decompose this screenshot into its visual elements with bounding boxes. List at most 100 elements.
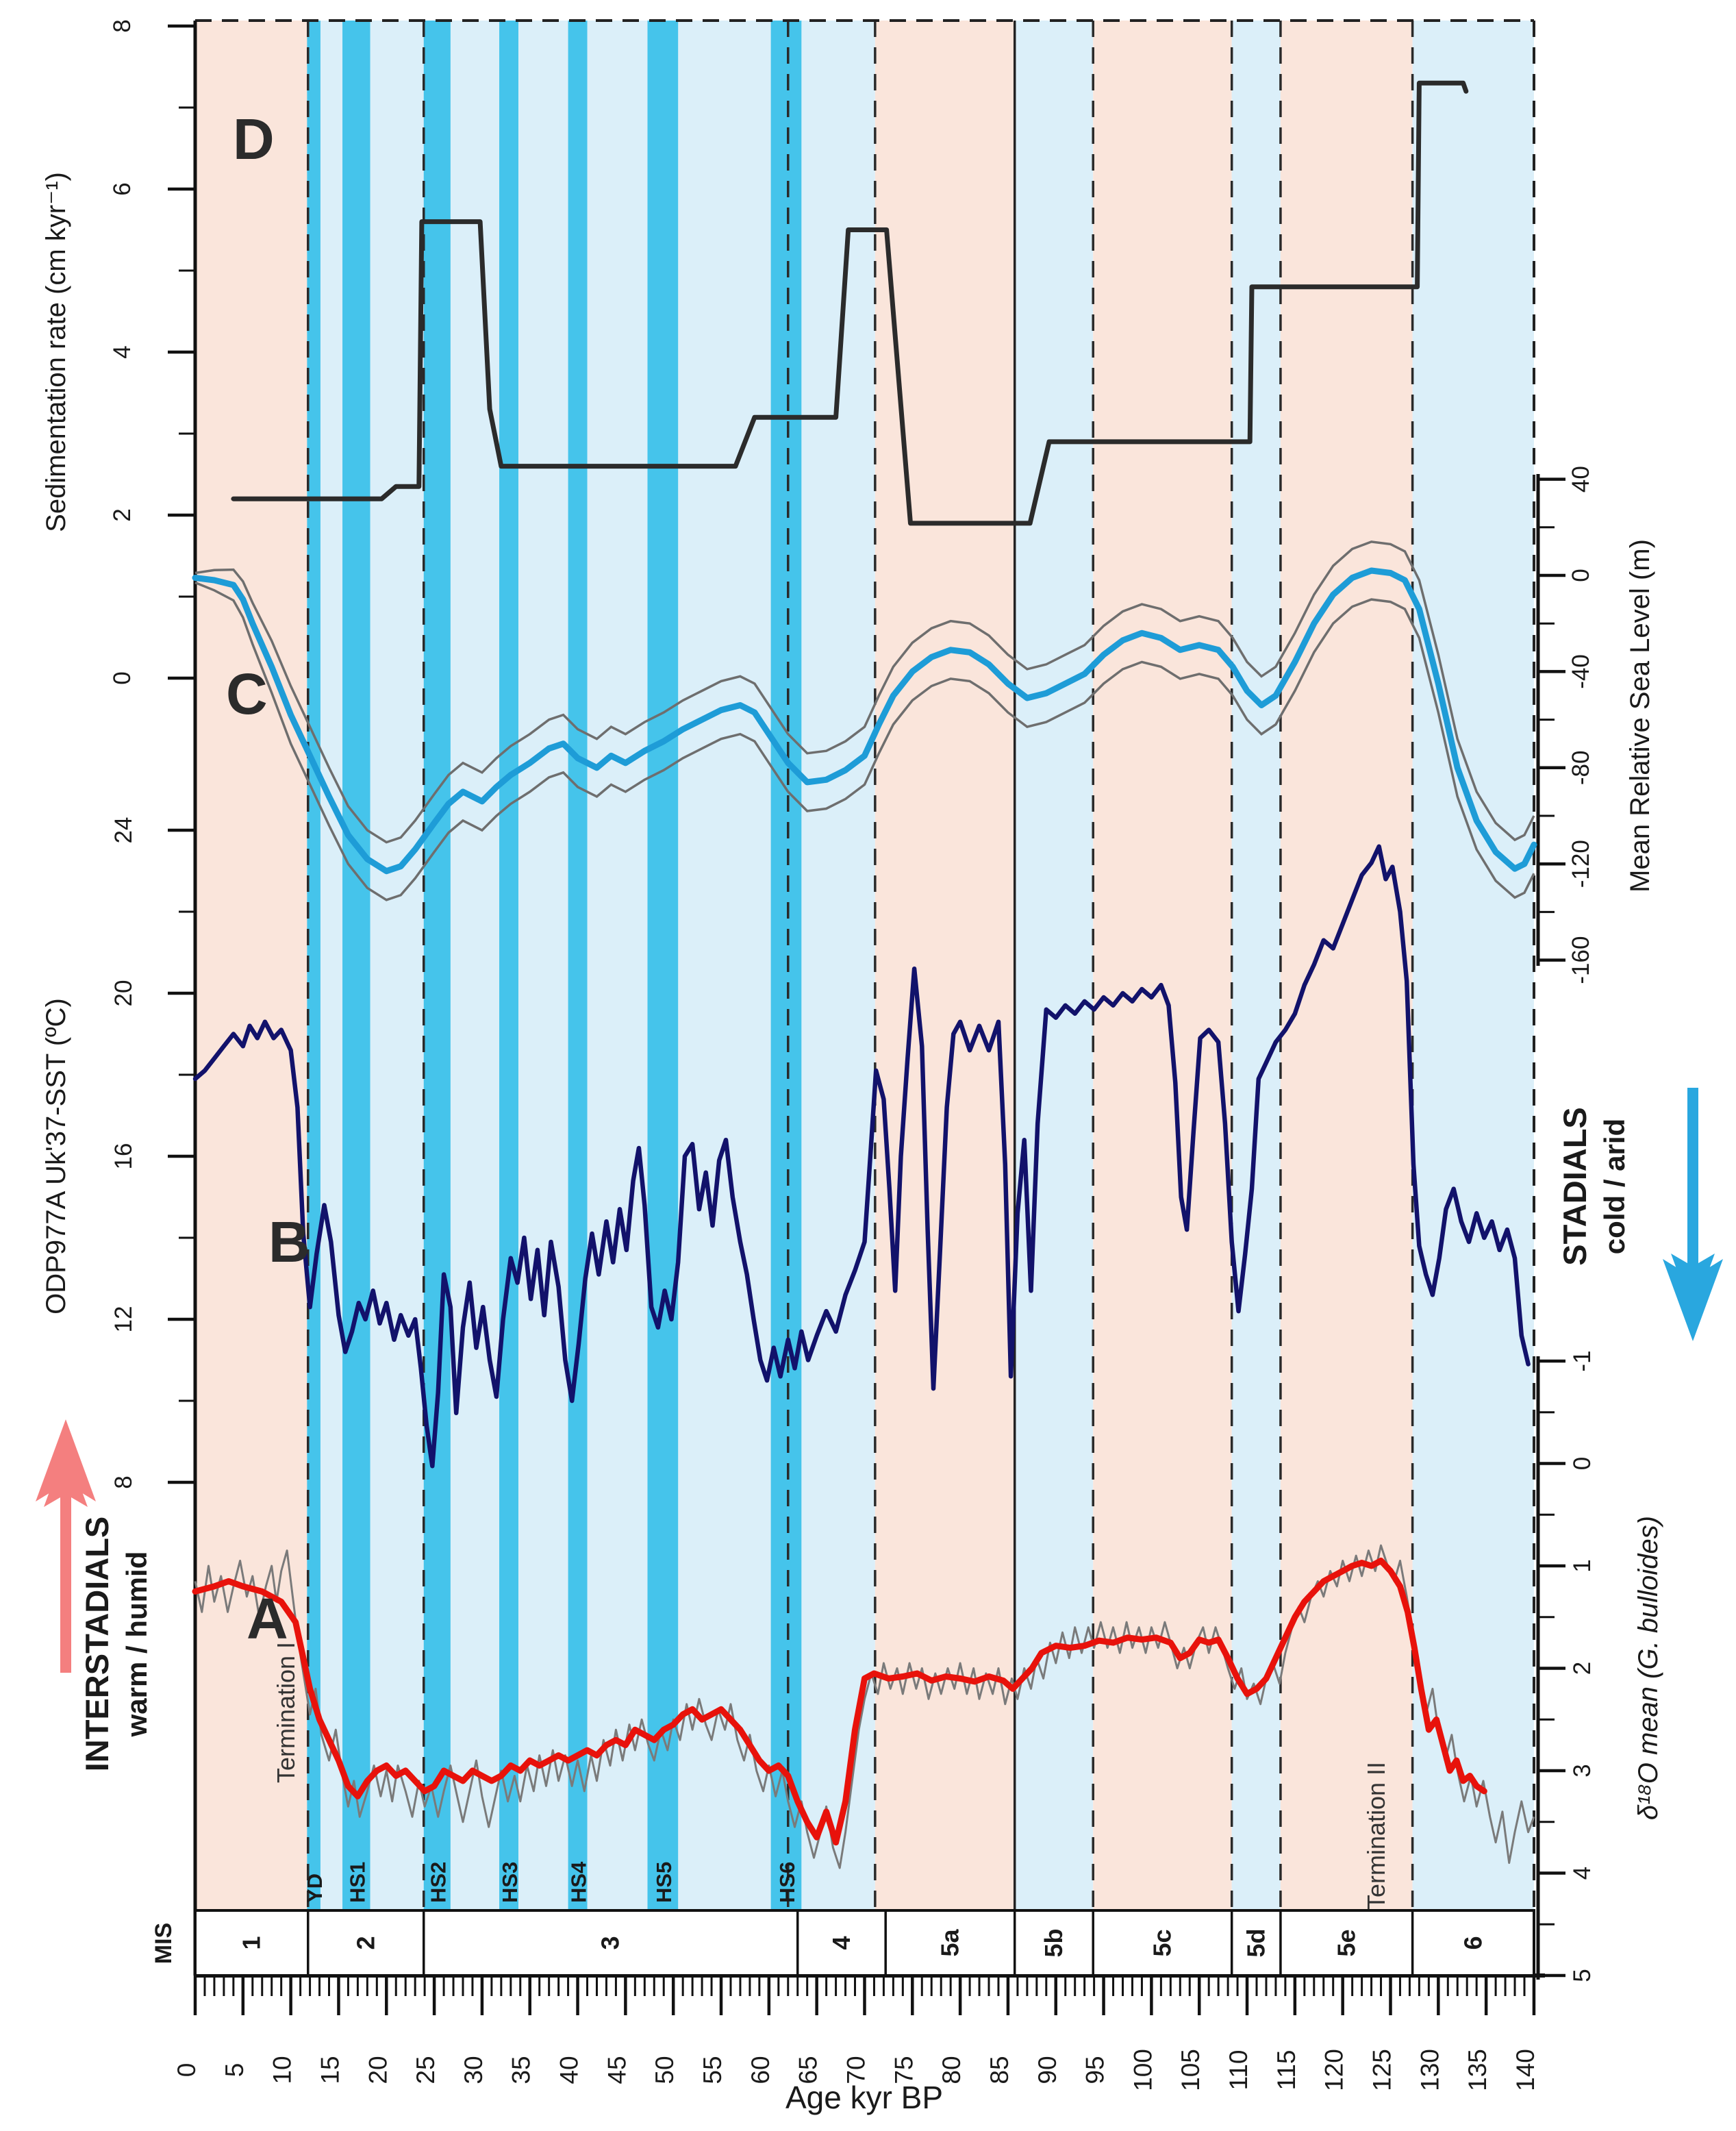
climate-band-blue (1231, 21, 1281, 1910)
d18o-axis-tick-label: 0 (1569, 1457, 1596, 1470)
rsl-axis-tick-label: -120 (1568, 840, 1594, 888)
stripe-hs3 (499, 21, 518, 1910)
age-tick-label: 25 (412, 2056, 440, 2084)
stripe-label-hs2: HS2 (426, 1862, 450, 1903)
panel-label-d: D (233, 107, 275, 171)
rsl-envelope-lower (194, 581, 1535, 901)
panel-label-b: B (268, 1210, 310, 1274)
data-curves (192, 80, 1537, 1869)
age-tick-label: 10 (268, 2056, 297, 2084)
stripe-label-hs4: HS4 (567, 1861, 591, 1903)
rsl-axis-tick-label: -160 (1568, 936, 1594, 984)
d18o-axis: -1 0 1 2 3 4 5 (1536, 1350, 1596, 1982)
age-tick-label: 105 (1177, 2049, 1205, 2091)
age-tick-label: 55 (699, 2056, 727, 2084)
age-tick-label: 90 (1033, 2056, 1061, 2084)
sst-curve (192, 844, 1531, 1469)
sed-axis-tick-label: 8 (109, 19, 136, 32)
mis-stage-label: 5e (1332, 1929, 1360, 1956)
termination-2-label: Termination II (1362, 1762, 1390, 1910)
interstadials-label: INTERSTADIALS (79, 1517, 115, 1772)
stadial-labels: YD HS1 HS2 HS3 HS4 HS5 HS6 (303, 1861, 799, 1903)
age-tick-label: 80 (938, 2056, 966, 2084)
d18o-gray-curve (194, 1544, 1535, 1869)
mis-row (194, 1909, 1535, 1977)
age-tick-label: 120 (1320, 2049, 1348, 2091)
d18o-axis-tick-label: 1 (1569, 1559, 1596, 1572)
rsl-axis-tick-label: -40 (1568, 654, 1594, 689)
mis-stage-label: 5c (1148, 1929, 1176, 1956)
stadials-label: STADIALS (1557, 1107, 1593, 1266)
mis-row: 1 2 3 4 5a 5b 5c 5d 5e 6 (194, 1909, 1535, 1977)
age-tick-label: 130 (1416, 2049, 1444, 2091)
d18o-axis-tick-label: 4 (1569, 1867, 1596, 1880)
age-tick-label: 40 (555, 2056, 583, 2084)
stadial-stripes (307, 21, 802, 1910)
age-tick-label: 140 (1511, 2049, 1539, 2091)
mis-stage-label: 5d (1242, 1928, 1270, 1957)
stripe-hs2 (423, 21, 451, 1910)
mis-stage-label: 2 (351, 1936, 379, 1949)
termination-1-label: Termination I (272, 1642, 300, 1783)
mis-stage-label: 6 (1459, 1936, 1487, 1949)
sed-axis-tick-label: 6 (109, 182, 136, 195)
interstadials-sublabel: warm / humid (121, 1551, 153, 1738)
age-tick-label: 45 (603, 2056, 631, 2084)
background-bands (195, 21, 1534, 1910)
stripe-hs6 (770, 21, 802, 1910)
age-tick-label: 65 (794, 2056, 822, 2084)
stripe-hs5 (647, 21, 679, 1910)
age-tick-label: 20 (364, 2056, 392, 2084)
d18o-red-curve (192, 1558, 1487, 1846)
rsl-axis-tick-label: -80 (1568, 751, 1594, 786)
stripe-hs4 (568, 21, 588, 1910)
panel-label-c: C (226, 662, 268, 726)
sst-axis-tick-label: 12 (110, 1306, 137, 1333)
mis-stage-label: 5b (1040, 1928, 1068, 1957)
mis-stage-label: 4 (827, 1936, 855, 1949)
climate-band-pink (1093, 21, 1232, 1910)
stripe-label-yd: YD (303, 1873, 327, 1903)
age-tick-label: 115 (1272, 2050, 1300, 2091)
sed-axis-title: Sedimentation rate (cm kyr⁻¹) (41, 172, 71, 532)
age-tick-label: 95 (1081, 2056, 1109, 2084)
mis-row-title: MIS (151, 1923, 177, 1964)
panel-label-a: A (247, 1586, 288, 1651)
sst-axis-tick-label: 20 (110, 980, 137, 1007)
age-tick-label: 100 (1129, 2049, 1157, 2091)
sed-axis: 0 2 4 6 8 (109, 19, 197, 685)
interstadials-up-arrow-icon (36, 1419, 96, 1673)
climate-band-blue (1412, 21, 1534, 1910)
stripe-label-hs1: HS1 (345, 1862, 369, 1903)
mis-stage-label: 3 (596, 1936, 625, 1949)
mis-stage-label: 5a (935, 1929, 964, 1957)
stripe-label-hs6: HS6 (775, 1862, 799, 1903)
climate-band-pink (1280, 21, 1413, 1910)
d18o-axis-tick-label: 3 (1569, 1764, 1596, 1777)
sedimentation-curve (231, 80, 1469, 526)
d18o-axis-tick-label: -1 (1569, 1350, 1596, 1371)
age-tick-label: 0 (173, 2063, 201, 2078)
rsl-axis-tick-label: 0 (1568, 569, 1594, 582)
age-tick-label: 75 (890, 2056, 918, 2084)
stadials-sublabel: cold / arid (1598, 1119, 1631, 1254)
age-tick-label: 70 (842, 2056, 870, 2084)
sst-axis-tick-label: 24 (110, 817, 137, 844)
age-tick-label: 85 (985, 2056, 1014, 2084)
age-tick-label: 135 (1463, 2049, 1492, 2091)
sed-axis-tick-label: 4 (109, 345, 136, 358)
rsl-curve (192, 567, 1537, 875)
d18o-axis-title: δ¹⁸O mean (G. bulloides) (1633, 1516, 1663, 1820)
age-tick-label: 30 (460, 2056, 488, 2084)
age-tick-label: 35 (507, 2056, 536, 2084)
climate-band-pink (875, 21, 1015, 1910)
stripe-yd (307, 21, 320, 1910)
sed-axis-tick-label: 0 (109, 671, 136, 684)
stripe-label-hs3: HS3 (498, 1862, 522, 1903)
rsl-envelope-upper (194, 540, 1535, 844)
rsl-axis: 40 0 -40 -80 -120 -160 (1536, 466, 1594, 984)
age-tick-label: 110 (1224, 2050, 1253, 2091)
age-tick-label: 15 (316, 2056, 344, 2084)
sst-axis-title: ODP977A Uk'37-SST (ºC) (41, 998, 71, 1314)
